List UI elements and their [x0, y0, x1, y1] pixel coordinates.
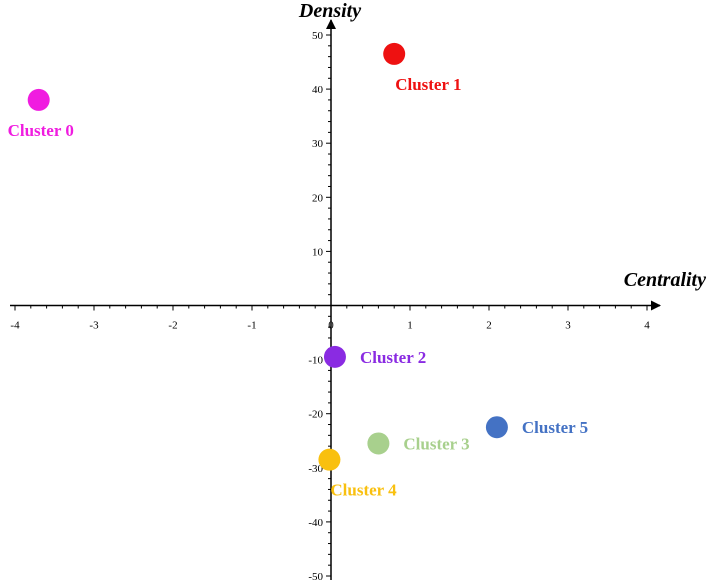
- cluster-label: Cluster 2: [360, 348, 426, 367]
- y-tick-label: 10: [312, 246, 324, 258]
- x-tick-label: 1: [407, 320, 413, 332]
- cluster-label: Cluster 4: [330, 481, 397, 500]
- x-tick-label: -2: [168, 320, 177, 332]
- y-tick-label: -20: [308, 409, 323, 421]
- axes: [10, 19, 661, 580]
- x-tick-label: -1: [247, 320, 256, 332]
- y-tick-label: -30: [308, 463, 323, 475]
- x-tick-label: -4: [10, 320, 20, 332]
- y-tick-label: 20: [312, 192, 324, 204]
- x-tick-label: 3: [565, 320, 571, 332]
- y-axis-title: Density: [298, 0, 361, 22]
- cluster-point: [323, 345, 346, 368]
- x-tick-label: 4: [644, 320, 650, 332]
- y-tick-label: -10: [308, 355, 323, 367]
- y-tick-label: 30: [312, 138, 324, 150]
- cluster-point: [367, 432, 390, 455]
- data-points: Cluster 0 Cluster 1 Cluster 2 Cluster 3 Clus…: [8, 42, 588, 500]
- cluster-point: [383, 42, 406, 65]
- x-tick-label: 2: [486, 320, 492, 332]
- cluster-label: Cluster 0: [8, 121, 74, 140]
- cluster-label: Cluster 5: [522, 418, 588, 437]
- cluster-point: [485, 416, 508, 439]
- y-tick-label: 40: [312, 84, 324, 96]
- cluster-label: Cluster 1: [395, 75, 461, 94]
- y-tick-label: -50: [308, 571, 323, 582]
- y-tick-label: 50: [312, 30, 324, 42]
- x-tick-label: -3: [89, 320, 99, 332]
- cluster-point: [318, 448, 341, 471]
- y-tick-label: -40: [308, 517, 323, 529]
- x-tick-label: 0: [328, 320, 334, 332]
- y-ticks: 50 40 30 20 10 -10 -20 -30 -40 -50: [308, 30, 331, 582]
- cluster-label: Cluster 3: [403, 434, 469, 453]
- x-axis-title: Centrality: [624, 269, 706, 291]
- x-ticks: -4 -3 -2 -1 0 1 2 3 4: [10, 305, 650, 332]
- cluster-point: [27, 88, 50, 111]
